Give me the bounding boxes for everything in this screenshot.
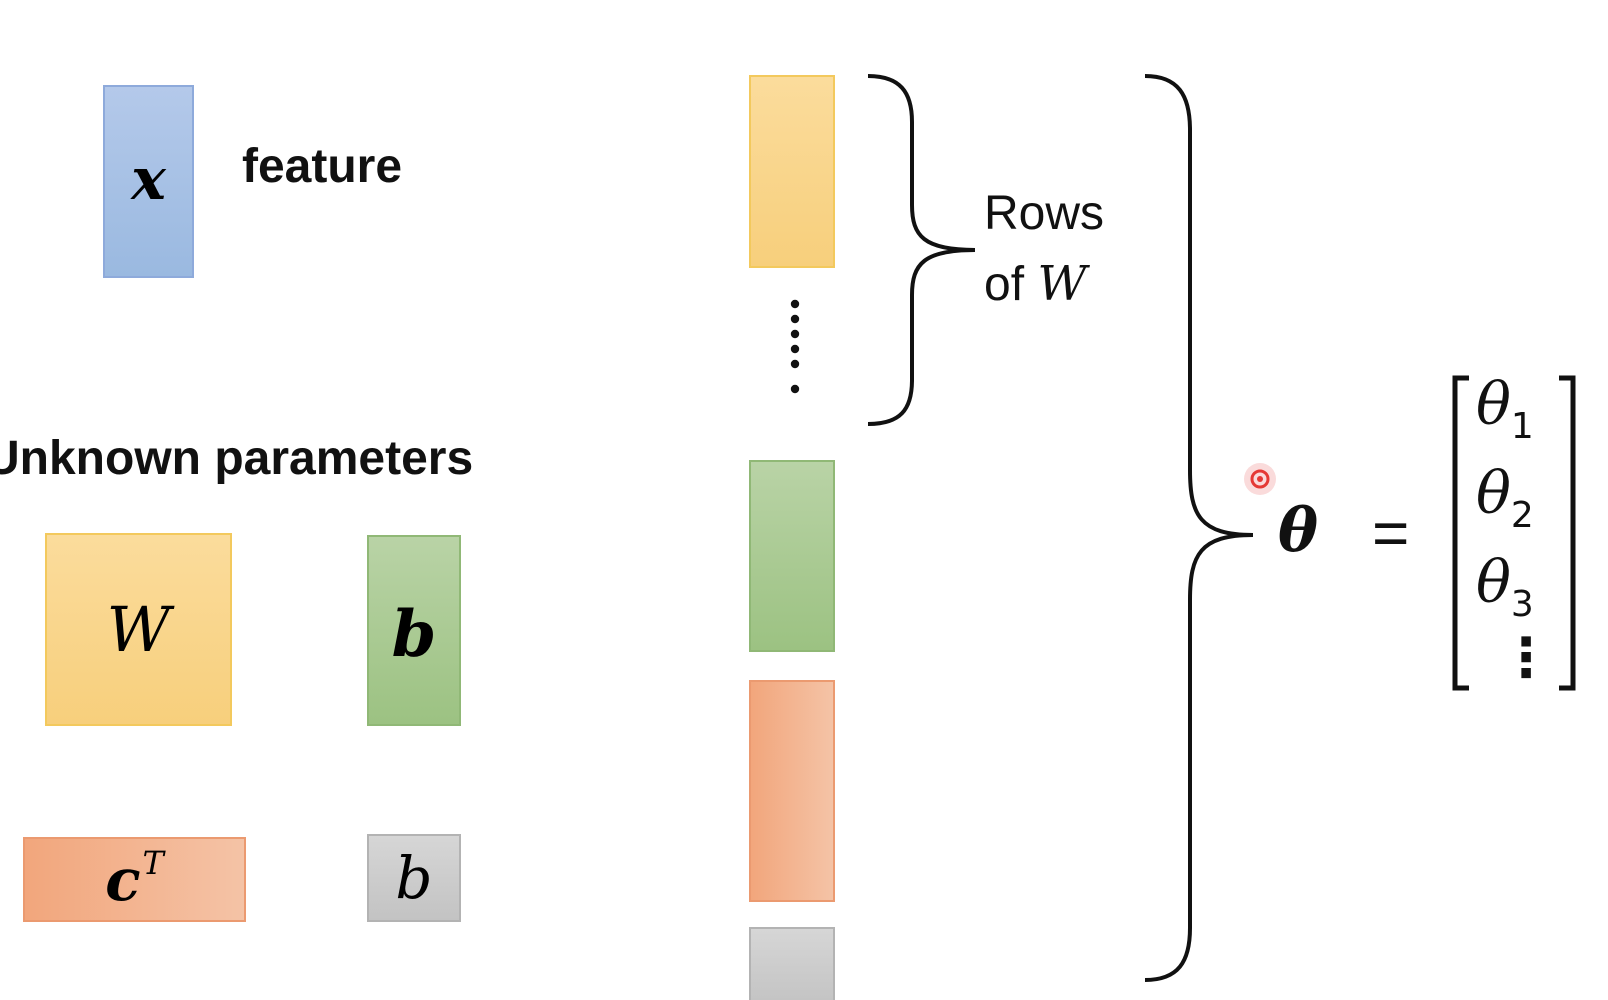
laser-pointer-icon <box>1244 463 1276 495</box>
theta-entry-1: θ1 <box>1476 370 1534 448</box>
feature-label: feature <box>242 140 403 193</box>
theta-left-bracket <box>1452 375 1469 691</box>
theta-entry-3-symbol: θ <box>1476 548 1511 616</box>
b-vector-symbol: b <box>391 597 437 672</box>
theta-symbol: θ <box>1278 496 1319 566</box>
theta-entry-2: θ2 <box>1476 459 1534 537</box>
c-symbol: c <box>105 845 141 914</box>
c-transpose-block: cT <box>23 837 246 922</box>
transpose-symbol: T <box>142 844 164 883</box>
theta-entry-1-index: 1 <box>1510 406 1534 448</box>
c-transpose-symbol: cT <box>105 844 164 914</box>
stack-c-block <box>749 680 835 902</box>
x-symbol: x <box>131 144 166 213</box>
b-vector-block: b <box>367 535 461 726</box>
rows-W-symbol: W <box>1037 256 1087 312</box>
stack-b-vector-block <box>749 460 835 652</box>
rows-of-prefix: of <box>984 258 1038 311</box>
rows-brace <box>867 74 976 426</box>
rows-label-line2: of W <box>984 256 1087 312</box>
rows-label-line1: Rows <box>984 187 1105 240</box>
unknown-parameters-label: Unknown parameters <box>0 432 474 485</box>
b-scalar-block: b <box>367 834 461 922</box>
theta-entry-2-index: 2 <box>1510 495 1534 537</box>
theta-entry-1-symbol: θ <box>1476 370 1511 438</box>
stack-W-row-block <box>749 75 835 268</box>
theta-vertical-ellipsis: ⋮ <box>1499 628 1553 688</box>
stack-b-scalar-block <box>749 927 835 1000</box>
W-matrix-block: W <box>45 533 232 726</box>
theta-entry-2-symbol: θ <box>1476 459 1511 527</box>
stack-vertical-dots <box>790 299 800 394</box>
equals-sign: = <box>1372 497 1410 569</box>
theta-entry-3: θ3 <box>1476 548 1534 626</box>
b-scalar-symbol: b <box>395 844 433 912</box>
theta-entry-3-index: 3 <box>1510 584 1534 626</box>
feature-x-block: x <box>103 85 194 278</box>
theta-brace <box>1144 74 1254 982</box>
W-symbol: W <box>106 593 171 666</box>
theta-right-bracket <box>1559 375 1576 691</box>
